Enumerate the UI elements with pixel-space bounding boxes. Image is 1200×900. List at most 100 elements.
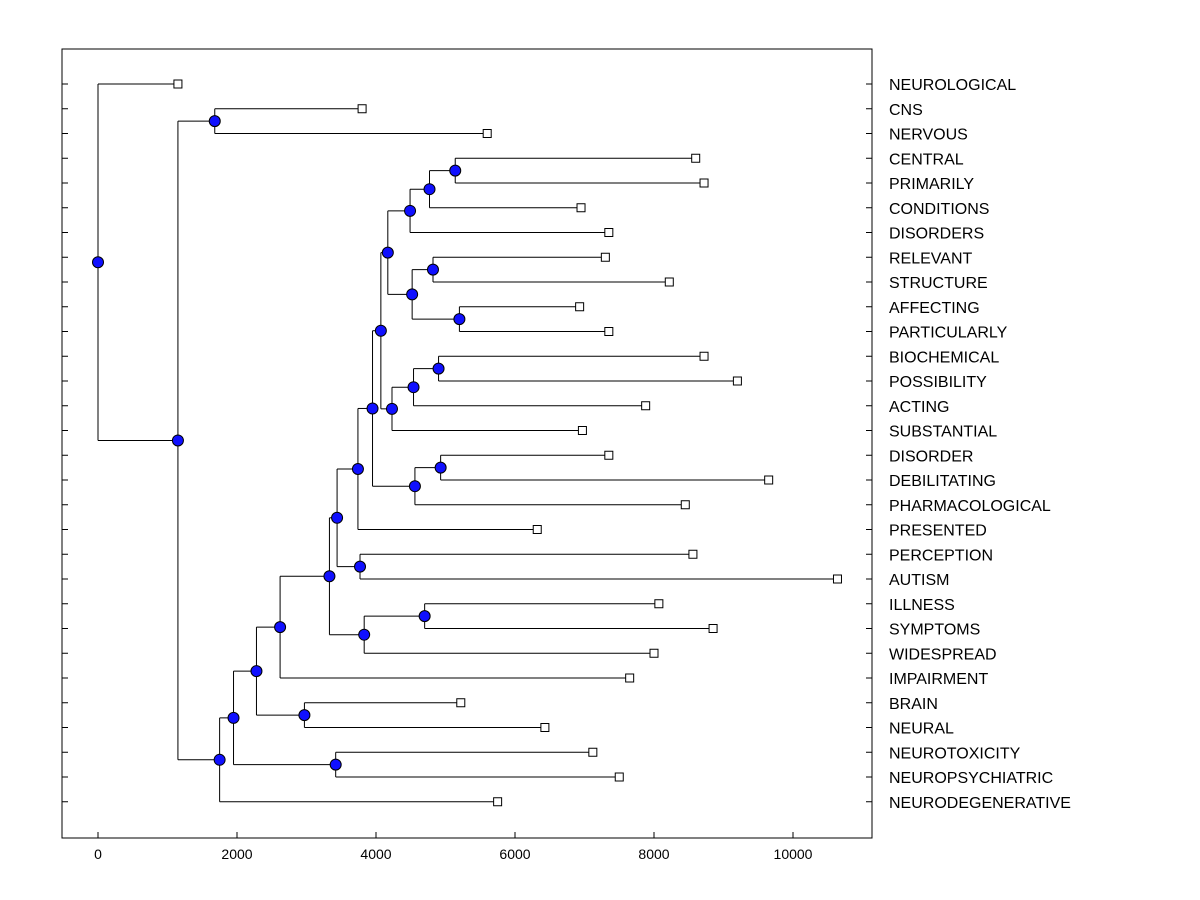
merge-node	[208, 115, 221, 128]
leaf-marker	[588, 747, 598, 757]
merge-node	[329, 758, 342, 771]
leaf-marker	[576, 203, 586, 213]
merge-node	[323, 570, 336, 583]
leaf-marker	[600, 252, 610, 262]
leaf-marker	[688, 549, 698, 559]
leaf-label: RELEVANT	[889, 250, 973, 267]
merge-node	[434, 461, 447, 474]
leaf-marker	[654, 599, 664, 609]
leaf-label: SYMPTOMS	[889, 622, 980, 639]
merge-node	[213, 753, 226, 766]
leaf-label: DEBILITATING	[889, 473, 996, 490]
leaf-marker	[604, 450, 614, 460]
leaf-marker	[691, 153, 701, 163]
leaf-marker	[604, 228, 614, 237]
merge-node	[407, 381, 420, 394]
x-tick-label: 6000	[499, 846, 530, 862]
leaf-label: WIDESPREAD	[889, 646, 997, 663]
merge-node	[449, 164, 462, 177]
leaf-marker	[577, 426, 587, 435]
merge-node	[453, 313, 466, 326]
leaf-marker	[832, 574, 842, 584]
leaf-marker	[732, 376, 742, 386]
leaf-marker	[641, 401, 651, 411]
merge-node	[381, 246, 394, 259]
leaf-label: PARTICULARLY	[889, 325, 1008, 342]
leaf-label: AUTISM	[889, 572, 949, 589]
leaf-label: BRAIN	[889, 696, 938, 713]
leaf-label: SUBSTANTIAL	[889, 424, 997, 441]
leaf-marker	[664, 277, 674, 287]
merge-node	[423, 183, 436, 196]
leaf-marker	[649, 648, 659, 658]
leaf-label: NEUROPSYCHIATRIC	[889, 770, 1053, 787]
x-tick-label: 10000	[774, 846, 813, 862]
leaf-marker	[456, 698, 466, 708]
leaf-marker	[699, 178, 709, 188]
merge-node	[418, 610, 431, 623]
leaf-label: CENTRAL	[889, 151, 964, 168]
leaf-label: CONDITIONS	[889, 201, 989, 218]
merge-node	[92, 256, 104, 269]
x-tick-label: 4000	[360, 846, 391, 862]
merge-node	[432, 362, 445, 375]
leaf-marker	[357, 104, 367, 114]
leaf-marker	[708, 624, 718, 633]
leaf-marker	[625, 673, 635, 683]
merge-node	[331, 511, 344, 524]
merge-node	[404, 204, 417, 217]
leaf-label: PRESENTED	[889, 523, 987, 540]
merge-node	[426, 263, 439, 276]
leaf-label: BIOCHEMICAL	[889, 349, 999, 366]
merge-nodes	[92, 115, 466, 771]
leaf-label: NEUROLOGICAL	[889, 77, 1016, 94]
leaf-label: ACTING	[889, 399, 949, 416]
leaf-label: PHARMACOLOGICAL	[889, 498, 1051, 515]
leaf-marker	[699, 351, 709, 361]
leaf-label: ILLNESS	[889, 597, 955, 614]
leaf-label: POSSIBILITY	[889, 374, 987, 391]
leaf-label: NERVOUS	[889, 127, 968, 144]
leaf-label: NEURODEGENERATIVE	[889, 795, 1071, 812]
merge-node	[351, 462, 364, 475]
leaf-label: STRUCTURE	[889, 275, 988, 292]
merge-node	[408, 480, 421, 493]
leaf-label: AFFECTING	[889, 300, 980, 317]
leaf-label: IMPAIRMENT	[889, 671, 988, 688]
axis-ticks: 0 2000 4000 6000 8000 10000	[62, 83, 872, 862]
leaf-marker	[482, 129, 492, 138]
leaf-label: PRIMARILY	[889, 176, 974, 193]
merge-node	[250, 665, 263, 678]
leaf-label: NEUROTOXICITY	[889, 745, 1021, 762]
leaf-marker	[604, 327, 614, 336]
plot-frame	[61, 48, 873, 839]
leaf-label: NEURAL	[889, 721, 954, 738]
leaf-label: CNS	[889, 102, 923, 119]
x-tick-label: 0	[94, 846, 102, 862]
leaf-marker	[764, 475, 774, 485]
merge-node	[274, 621, 287, 634]
leaf-marker	[680, 500, 690, 510]
leaf-marker	[614, 772, 624, 782]
leaf-labels: NEUROLOGICAL CNS NERVOUS CENTRAL PRIMARILY CO…	[889, 77, 1071, 812]
merge-node	[354, 560, 367, 573]
merge-node	[358, 628, 371, 641]
merge-node	[385, 402, 398, 415]
x-tick-label: 8000	[638, 846, 669, 862]
leaf-marker	[540, 723, 550, 732]
leaf-marker	[493, 797, 503, 807]
merge-node	[374, 324, 387, 337]
leaf-marker	[575, 302, 585, 312]
x-tick-label: 2000	[221, 846, 252, 862]
leaf-label: PERCEPTION	[889, 547, 993, 564]
leaf-markers	[173, 79, 842, 807]
leaf-label: DISORDERS	[889, 226, 984, 243]
leaf-label: DISORDER	[889, 448, 973, 465]
leaf-marker	[532, 525, 542, 534]
leaf-marker	[173, 79, 183, 89]
merge-node	[366, 402, 379, 415]
dendrogram-links	[97, 83, 838, 803]
merge-node	[171, 434, 184, 447]
merge-node	[406, 288, 419, 301]
